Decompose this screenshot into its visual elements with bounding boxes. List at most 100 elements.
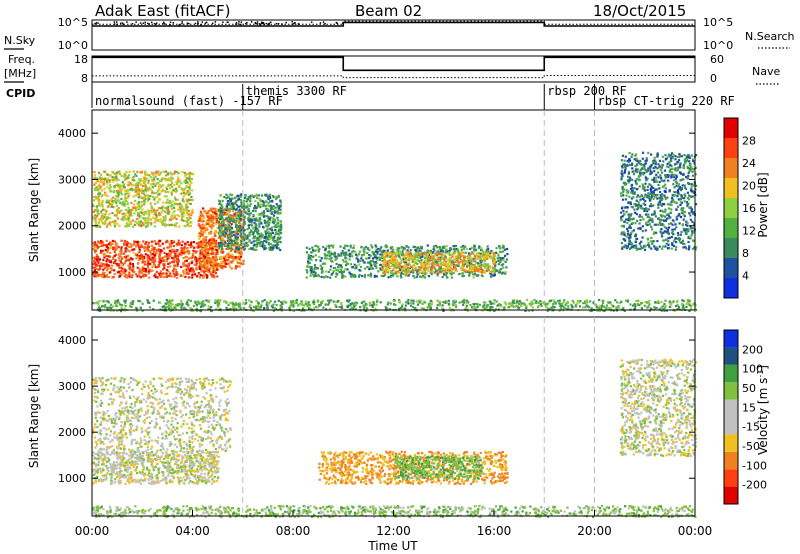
power-cell [120, 273, 123, 276]
power-cell [106, 263, 109, 266]
power-cell [326, 244, 329, 248]
power-cell [180, 182, 183, 185]
power-cell [494, 260, 498, 263]
power-cell [168, 273, 172, 276]
power-cell [646, 185, 649, 188]
power-cell [438, 267, 441, 270]
power-cell [185, 259, 188, 262]
power-cell [347, 249, 350, 252]
power-cell [342, 251, 346, 254]
power-cell [123, 243, 126, 246]
power-cell [106, 178, 109, 182]
power-cell [134, 245, 138, 248]
power-cell [330, 257, 333, 260]
power-cell [313, 270, 316, 274]
power-cell [191, 211, 194, 214]
power-cell [208, 262, 211, 265]
power-cell [462, 259, 465, 262]
power-cell [495, 247, 498, 250]
power-cell [663, 169, 667, 172]
power-cell [470, 258, 473, 261]
power-cell [445, 245, 448, 248]
power-cell [120, 197, 123, 201]
power-cell [203, 249, 206, 252]
power-cell [183, 180, 186, 184]
power-cell [193, 263, 196, 266]
power-cell [475, 253, 479, 256]
power-cell [489, 256, 492, 260]
power-cell [223, 226, 226, 229]
power-cell [120, 248, 123, 251]
power-cell [220, 251, 223, 254]
power-cell [629, 243, 632, 246]
power-cell [212, 269, 215, 272]
power-cell [487, 247, 490, 251]
power-cell [161, 206, 164, 209]
power-cell [195, 262, 198, 265]
power-cell [199, 212, 202, 215]
power-cell [245, 200, 248, 203]
power-cell [218, 202, 221, 206]
power-cell [457, 264, 460, 267]
power-cell [384, 255, 387, 258]
power-cell [258, 225, 261, 228]
power-cell [642, 185, 645, 188]
power-cell [264, 235, 267, 238]
nsky-sample [212, 22, 214, 25]
power-cell [261, 211, 264, 214]
power-cell [487, 250, 490, 253]
power-cell [350, 253, 353, 256]
power-cell [234, 225, 238, 229]
power-cell [383, 261, 386, 264]
power-cell [275, 225, 278, 229]
power-cell [351, 250, 354, 253]
power-cell [136, 214, 140, 217]
power-cell [154, 275, 157, 279]
power-cell [335, 269, 338, 272]
power-cell [387, 255, 390, 259]
power-cell [204, 242, 208, 246]
power-cell [202, 247, 205, 251]
power-cell [92, 266, 95, 269]
power-cell [479, 264, 483, 267]
power-cell [99, 267, 102, 270]
power-cell [111, 239, 115, 243]
power-cell [628, 215, 631, 219]
power-cell [156, 201, 159, 204]
power-cell [148, 215, 151, 218]
power-cell [187, 202, 190, 205]
power-cell [189, 171, 192, 175]
power-cell [183, 270, 187, 273]
power-cell [269, 216, 272, 219]
power-cell [409, 249, 412, 252]
power-cell [475, 248, 478, 251]
power-cell [104, 178, 107, 181]
nsky-sample [324, 23, 326, 25]
power-cell [144, 179, 147, 182]
power-cell [653, 180, 656, 184]
power-cell [246, 212, 249, 215]
power-cell [106, 269, 109, 272]
power-cell [183, 212, 186, 215]
power-cell [234, 214, 237, 217]
power-cell [644, 209, 647, 212]
power-cell [169, 204, 173, 207]
power-cell [234, 250, 237, 253]
power-cell [389, 251, 393, 254]
power-cell [373, 263, 376, 266]
power-cell [98, 192, 102, 195]
power-cell [99, 185, 102, 188]
power-cell [189, 224, 192, 228]
power-cell [205, 245, 209, 248]
power-cell [221, 217, 224, 220]
power-cell [276, 209, 280, 212]
power-cell [252, 214, 255, 218]
power-cell [335, 255, 338, 258]
power-cell [170, 176, 173, 179]
power-cell [259, 220, 262, 223]
power-cell [259, 203, 262, 206]
power-cell [149, 176, 152, 179]
power-cell [265, 241, 268, 244]
power-cell [138, 205, 141, 208]
power-cell [176, 263, 179, 266]
